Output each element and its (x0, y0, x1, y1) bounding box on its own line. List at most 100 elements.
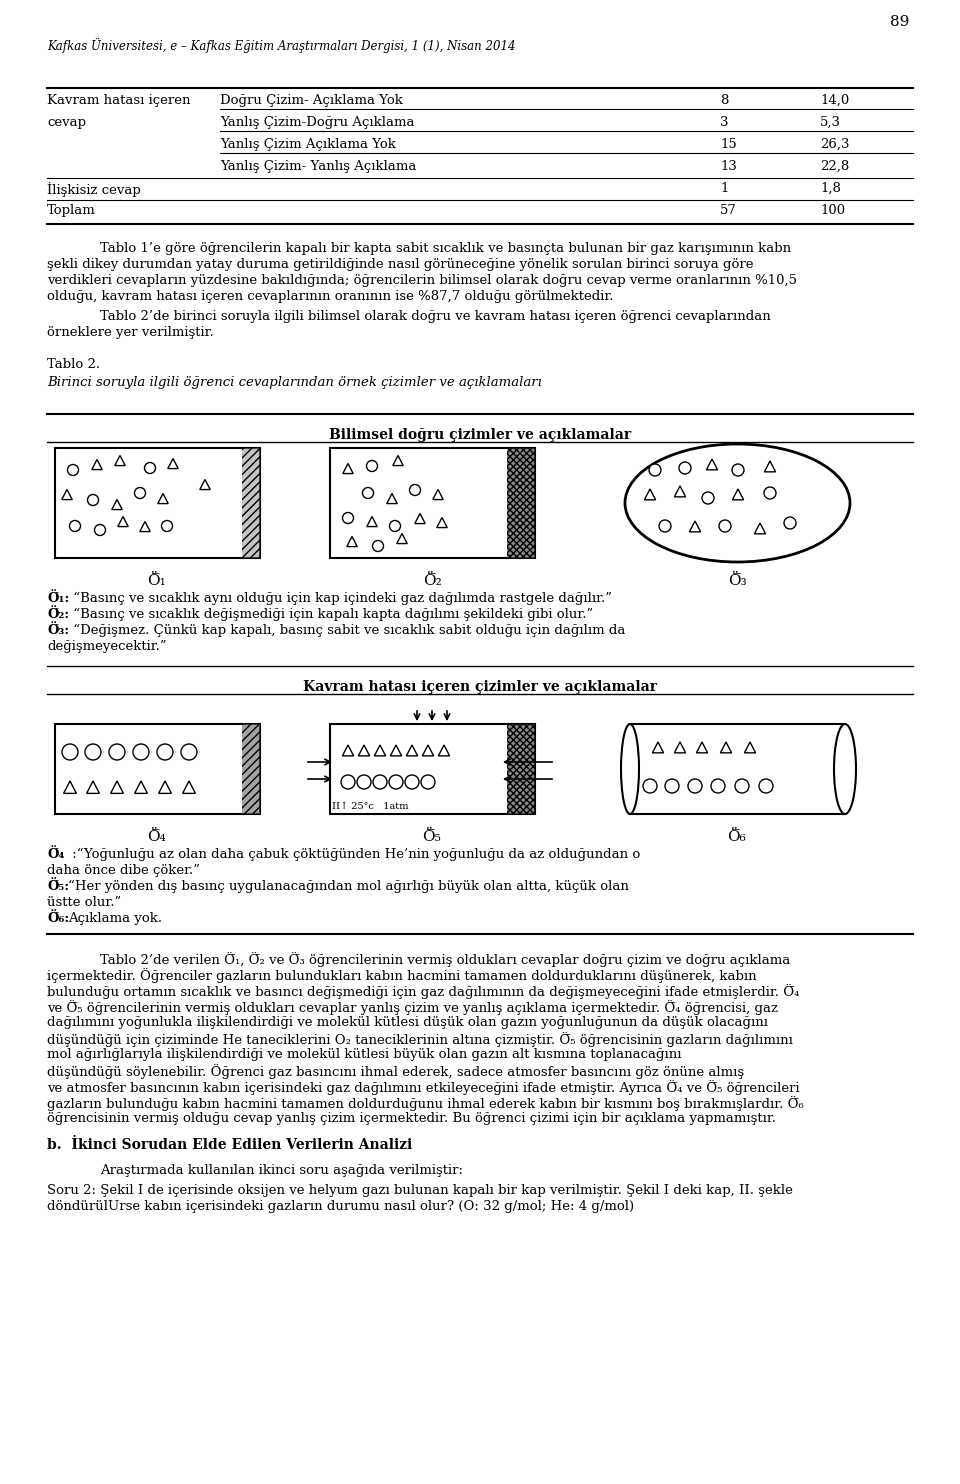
Bar (507, 448, 535, 558)
Bar (55, 724, 260, 815)
Text: Kavram hatası içeren çizimler ve açıklamalar: Kavram hatası içeren çizimler ve açıklam… (303, 680, 657, 695)
Polygon shape (182, 781, 196, 794)
Text: Ö̅₆:: Ö̅₆: (47, 913, 69, 925)
Polygon shape (689, 521, 701, 531)
Text: 13: 13 (720, 160, 737, 174)
Text: örneklere yer verilmiştir.: örneklere yer verilmiştir. (47, 326, 214, 338)
Text: Ö̅₄: Ö̅₄ (47, 847, 64, 861)
Circle shape (109, 743, 125, 760)
Circle shape (133, 743, 149, 760)
Ellipse shape (621, 724, 639, 815)
Polygon shape (744, 742, 756, 752)
Text: Ö̅₂: Ö̅₂ (422, 574, 442, 588)
Text: değişmeyecektir.”: değişmeyecektir.” (47, 640, 167, 653)
Text: Yanlış Çizim Açıklama Yok: Yanlış Çizim Açıklama Yok (220, 138, 396, 151)
Circle shape (69, 521, 81, 531)
Circle shape (719, 519, 731, 531)
Text: “Değişmez. Çünkü kap kapalı, basınç sabit ve sıcaklık sabit olduğu için dağılım : “Değişmez. Çünkü kap kapalı, basınç sabi… (69, 623, 625, 637)
Polygon shape (343, 745, 353, 755)
Polygon shape (755, 522, 766, 534)
Text: Soru 2: Şekil I de içerisinde oksijen ve helyum gazı bulunan kapalı bir kap veri: Soru 2: Şekil I de içerisinde oksijen ve… (47, 1184, 793, 1198)
Text: olduğu, kavram hatası içeren cevaplarının oranının ise %87,7 olduğu görülmektedi: olduğu, kavram hatası içeren cevaplarını… (47, 289, 613, 303)
Bar (507, 724, 535, 815)
Text: 89: 89 (890, 15, 909, 30)
Circle shape (161, 521, 173, 531)
Text: 22,8: 22,8 (820, 160, 850, 174)
Text: “Basınç ve sıcaklık aynı olduğu için kap içindeki gaz dağılımda rastgele dağılır: “Basınç ve sıcaklık aynı olduğu için kap… (69, 592, 612, 605)
Polygon shape (707, 459, 718, 470)
Text: düşündüğü söylenebilir. Öğrenci gaz basıncını ihmal ederek, sadece atmosfer bası: düşündüğü söylenebilir. Öğrenci gaz bası… (47, 1064, 744, 1079)
Polygon shape (433, 490, 444, 500)
Circle shape (659, 519, 671, 531)
Text: Ö̅₁: Ö̅₁ (148, 574, 166, 588)
Text: Ö̅₅:: Ö̅₅: (47, 880, 69, 893)
Circle shape (410, 484, 420, 496)
Circle shape (649, 464, 661, 476)
Circle shape (181, 743, 197, 760)
Text: 1,8: 1,8 (820, 183, 841, 194)
Text: Toplam: Toplam (47, 203, 96, 217)
Circle shape (145, 463, 156, 473)
Circle shape (62, 743, 78, 760)
Text: daha önce dibe çöker.”: daha önce dibe çöker.” (47, 864, 200, 877)
Circle shape (784, 516, 796, 528)
Polygon shape (732, 490, 744, 500)
Polygon shape (644, 490, 656, 500)
Polygon shape (110, 781, 124, 794)
Circle shape (134, 488, 146, 499)
Polygon shape (415, 513, 425, 524)
Circle shape (94, 524, 106, 536)
Polygon shape (157, 494, 168, 503)
Circle shape (373, 775, 387, 789)
Polygon shape (764, 462, 776, 472)
Circle shape (372, 540, 383, 552)
Polygon shape (343, 463, 353, 473)
Polygon shape (86, 781, 100, 794)
Text: Tablo 2.: Tablo 2. (47, 358, 100, 371)
Text: Tablo 2’de birinci soruyla ilgili bilimsel olarak doğru ve kavram hatası içeren : Tablo 2’de birinci soruyla ilgili bilims… (100, 310, 771, 324)
Text: Açıklama yok.: Açıklama yok. (68, 913, 162, 925)
Circle shape (357, 775, 371, 789)
Circle shape (702, 493, 714, 505)
Text: 8: 8 (720, 93, 729, 107)
Text: 100: 100 (820, 203, 845, 217)
Text: Birinci soruyla ilgili öğrenci cevaplarından örnek çizimler ve açıklamaları: Birinci soruyla ilgili öğrenci cevapları… (47, 375, 541, 389)
Ellipse shape (625, 444, 850, 562)
Text: Kavram hatası içeren: Kavram hatası içeren (47, 93, 190, 107)
Polygon shape (674, 485, 685, 497)
Circle shape (643, 779, 657, 792)
Text: 3: 3 (720, 116, 729, 129)
Polygon shape (92, 460, 102, 469)
Text: 26,3: 26,3 (820, 138, 850, 151)
Text: düşündüğü için çiziminde He taneciklerini O₂ taneciklerinin altına çizmiştir. Ö̅: düşündüğü için çiziminde He taneciklerin… (47, 1031, 793, 1048)
Polygon shape (134, 781, 148, 794)
Text: üstte olur.”: üstte olur.” (47, 896, 121, 910)
Ellipse shape (834, 724, 856, 815)
Text: Tablo 2’de verilen Ö̅₁, Ö̅₂ ve Ö̅₃ öğrencilerinin vermiş oldukları cevaplar doğr: Tablo 2’de verilen Ö̅₁, Ö̅₂ ve Ö̅₃ öğren… (100, 953, 790, 968)
Circle shape (87, 494, 99, 506)
Circle shape (363, 488, 373, 499)
Polygon shape (168, 459, 179, 469)
Bar (330, 448, 535, 558)
Text: bulunduğu ortamın sıcaklık ve basıncı değişmediği için gaz dağılımının da değişm: bulunduğu ortamın sıcaklık ve basıncı de… (47, 984, 800, 999)
Text: Araştırmada kullanılan ikinci soru aşağıda verilmiştir:: Araştırmada kullanılan ikinci soru aşağı… (100, 1163, 463, 1177)
Circle shape (711, 779, 725, 792)
Circle shape (390, 521, 400, 531)
Polygon shape (720, 742, 732, 752)
Polygon shape (437, 518, 447, 528)
Polygon shape (406, 745, 418, 755)
Text: Ö̅₄: Ö̅₄ (148, 830, 166, 844)
Text: II↑ 25°c   1atm: II↑ 25°c 1atm (332, 801, 409, 810)
Text: öğrencisinin vermiş olduğu cevap yanlış çizim içermektedir. Bu öğrenci çizimi iç: öğrencisinin vermiş olduğu cevap yanlış … (47, 1112, 776, 1125)
Polygon shape (396, 534, 407, 543)
Polygon shape (393, 456, 403, 466)
Bar (242, 448, 260, 558)
Text: Ö̅₁:: Ö̅₁: (47, 592, 69, 605)
Polygon shape (158, 781, 172, 794)
Polygon shape (387, 494, 397, 503)
Text: “Her yönden dış basınç uygulanacağından mol ağırlığı büyük olan altta, küçük ola: “Her yönden dış basınç uygulanacağından … (68, 880, 629, 893)
Text: mol ağırlığlarıyla ilişkilendirdiği ve molekül kütlesi büyük olan gazın alt kısm: mol ağırlığlarıyla ilişkilendirdiği ve m… (47, 1048, 682, 1061)
Text: 15: 15 (720, 138, 736, 151)
Text: dağılımını yoğunlukla ilişkilendirdiği ve molekül kütlesi düşük olan gazın yoğun: dağılımını yoğunlukla ilişkilendirdiği v… (47, 1017, 768, 1028)
Text: 1: 1 (720, 183, 729, 194)
